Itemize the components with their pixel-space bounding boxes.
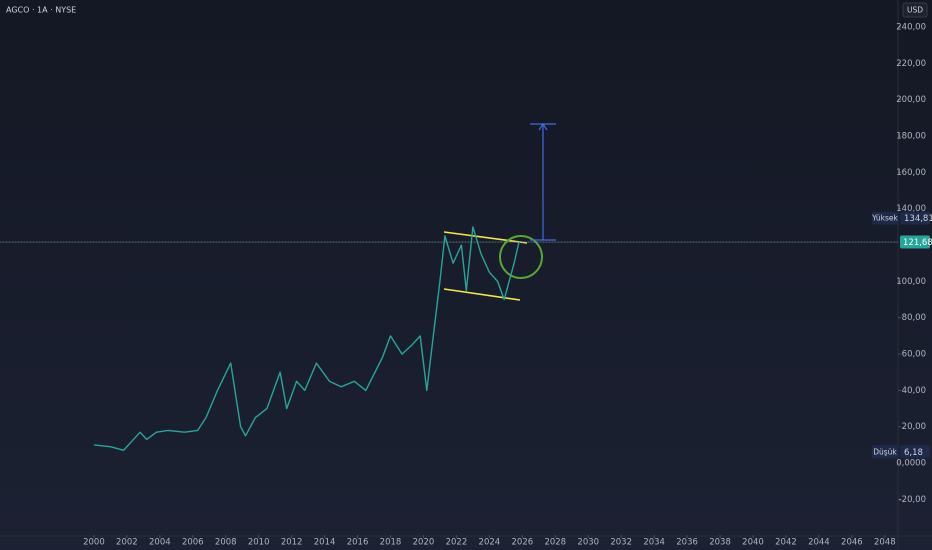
price-line (93, 226, 520, 451)
price-value: 6,18 (904, 448, 923, 458)
currency-label[interactable]: USD (907, 6, 923, 15)
y-tick-label: 240,00 (896, 23, 926, 33)
x-tick-label: 2000 (83, 538, 105, 548)
symbol-title: AGCO · 1A · NYSE (6, 6, 76, 15)
x-tick-label: 2018 (380, 538, 402, 548)
price-value-box (900, 211, 930, 225)
x-tick-label: 2046 (841, 538, 863, 548)
y-tick-label: 20,00 (902, 422, 926, 432)
x-tick-label: 2034 (643, 538, 665, 548)
x-tick-label: 2036 (676, 538, 698, 548)
x-tick-label: 2032 (610, 538, 632, 548)
y-tick-label: 0,0000 (896, 459, 926, 469)
x-tick-label: 2006 (182, 538, 204, 548)
x-tick-label: 2012 (281, 538, 303, 548)
price-name-box (872, 445, 898, 459)
y-tick-label: 80,00 (902, 313, 926, 323)
channel-upper[interactable] (443, 231, 528, 244)
x-tick-label: 2028 (544, 538, 566, 548)
x-tick-label: 2040 (742, 538, 764, 548)
x-tick-label: 2038 (709, 538, 731, 548)
y-tick-label: 60,00 (902, 350, 926, 360)
x-tick-label: 2014 (314, 538, 336, 548)
currency-box[interactable] (902, 2, 928, 18)
y-tick-label: 200,00 (896, 95, 926, 105)
y-tick-label: 220,00 (896, 59, 926, 69)
channel-lower[interactable] (443, 288, 521, 301)
x-tick-label: 2042 (775, 538, 797, 548)
x-tick-label: 2008 (215, 538, 237, 548)
last-price-label: 121,68 (903, 238, 932, 248)
x-tick-label: 2020 (413, 538, 435, 548)
highlight-circle[interactable] (499, 235, 543, 279)
price-name-box (872, 211, 898, 225)
last-price-box (900, 235, 930, 249)
y-tick-label: 40,00 (902, 386, 926, 396)
y-tick-label: 100,00 (896, 277, 926, 287)
x-tick-label: 2022 (446, 538, 468, 548)
price-value: 134,81 (904, 214, 932, 224)
price-name: Düşük (873, 447, 897, 456)
y-tick-label: 160,00 (896, 168, 926, 178)
x-tick-label: 2002 (116, 538, 138, 548)
x-tick-label: 2024 (479, 538, 501, 548)
x-tick-label: 2026 (512, 538, 534, 548)
x-tick-label: 2030 (577, 538, 599, 548)
y-tick-label: -20,00 (899, 495, 926, 505)
price-name: Yüksek (871, 214, 898, 223)
y-tick-label: 140,00 (896, 204, 926, 214)
x-tick-label: 2016 (347, 538, 369, 548)
x-tick-label: 2048 (874, 538, 896, 548)
price-value-box (900, 445, 930, 459)
x-tick-label: 2044 (808, 538, 830, 548)
x-tick-label: 2004 (149, 538, 171, 548)
y-tick-label: 180,00 (896, 132, 926, 142)
x-tick-label: 2010 (248, 538, 270, 548)
target-arrow[interactable] (530, 122, 556, 241)
